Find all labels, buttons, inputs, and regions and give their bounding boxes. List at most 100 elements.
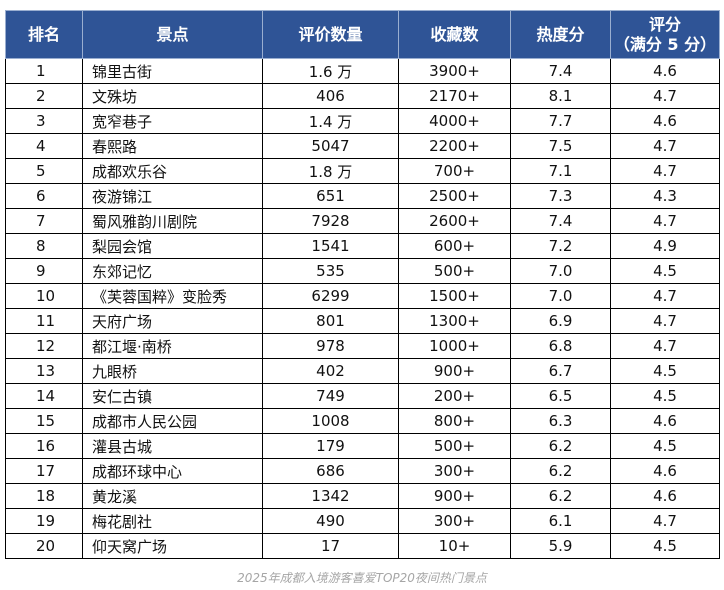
cell-rating: 4.6	[610, 108, 720, 134]
cell-reviews: 5047	[262, 133, 399, 159]
cell-reviews: 1.8 万	[262, 158, 399, 184]
table-row: 8 梨园会馆 1541 600+ 7.2 4.9	[5, 233, 720, 259]
cell-heat: 7.4	[510, 58, 611, 84]
cell-rating: 4.7	[610, 308, 720, 334]
cell-rating: 4.7	[610, 133, 720, 159]
cell-reviews: 801	[262, 308, 399, 334]
cell-favorites: 500+	[398, 258, 511, 284]
cell-favorites: 2500+	[398, 183, 511, 209]
cell-favorites: 800+	[398, 408, 511, 434]
cell-heat: 7.2	[510, 233, 611, 259]
table-row: 20 仰天窝广场 17 10+ 5.9 4.5	[5, 533, 720, 559]
cell-rank: 11	[5, 308, 83, 334]
table-row: 1 锦里古街 1.6 万 3900+ 7.4 4.6	[5, 58, 720, 84]
ranking-table-container: 排名 景点 评价数量 收藏数 热度分 评分 （满分 5 分） 1 锦里古街 1.6 …	[5, 10, 720, 559]
table-row: 5 成都欢乐谷 1.8 万 700+ 7.1 4.7	[5, 158, 720, 184]
cell-name: 文殊坊	[82, 83, 263, 109]
cell-name: 春熙路	[82, 133, 263, 159]
header-reviews: 评价数量	[262, 10, 399, 59]
cell-name: 灌县古城	[82, 433, 263, 459]
table-row: 14 安仁古镇 749 200+ 6.5 4.5	[5, 383, 720, 409]
cell-reviews: 978	[262, 333, 399, 359]
cell-rating: 4.5	[610, 533, 720, 559]
cell-name: 蜀风雅韵川剧院	[82, 208, 263, 234]
cell-rating: 4.5	[610, 383, 720, 409]
cell-name: 宽窄巷子	[82, 108, 263, 134]
cell-rank: 9	[5, 258, 83, 284]
cell-reviews: 1.4 万	[262, 108, 399, 134]
cell-name: 黄龙溪	[82, 483, 263, 509]
cell-heat: 8.1	[510, 83, 611, 109]
cell-name: 仰天窝广场	[82, 533, 263, 559]
cell-rank: 17	[5, 458, 83, 484]
cell-heat: 6.2	[510, 433, 611, 459]
cell-rating: 4.7	[610, 83, 720, 109]
header-rank: 排名	[5, 10, 83, 59]
header-rating-line2: （满分 5 分）	[613, 34, 717, 54]
table-row: 16 灌县古城 179 500+ 6.2 4.5	[5, 433, 720, 459]
cell-rank: 5	[5, 158, 83, 184]
cell-reviews: 7928	[262, 208, 399, 234]
cell-rank: 7	[5, 208, 83, 234]
cell-favorites: 3900+	[398, 58, 511, 84]
cell-heat: 7.3	[510, 183, 611, 209]
cell-favorites: 1300+	[398, 308, 511, 334]
table-row: 15 成都市人民公园 1008 800+ 6.3 4.6	[5, 408, 720, 434]
cell-favorites: 200+	[398, 383, 511, 409]
cell-favorites: 4000+	[398, 108, 511, 134]
cell-rank: 1	[5, 58, 83, 84]
table-row: 18 黄龙溪 1342 900+ 6.2 4.6	[5, 483, 720, 509]
cell-favorites: 2200+	[398, 133, 511, 159]
cell-name: 锦里古街	[82, 58, 263, 84]
cell-favorites: 2600+	[398, 208, 511, 234]
cell-rank: 20	[5, 533, 83, 559]
cell-heat: 6.5	[510, 383, 611, 409]
table-row: 7 蜀风雅韵川剧院 7928 2600+ 7.4 4.7	[5, 208, 720, 234]
cell-reviews: 1342	[262, 483, 399, 509]
cell-rating: 4.7	[610, 208, 720, 234]
cell-name: 梅花剧社	[82, 508, 263, 534]
cell-name: 夜游锦江	[82, 183, 263, 209]
table-row: 4 春熙路 5047 2200+ 7.5 4.7	[5, 133, 720, 159]
cell-rating: 4.6	[610, 483, 720, 509]
table-body: 1 锦里古街 1.6 万 3900+ 7.4 4.6 2 文殊坊 406 2170+ 8.1 4.7 3…	[5, 58, 720, 559]
cell-heat: 7.4	[510, 208, 611, 234]
header-favorites: 收藏数	[398, 10, 511, 59]
cell-reviews: 402	[262, 358, 399, 384]
cell-rating: 4.9	[610, 233, 720, 259]
cell-rating: 4.5	[610, 433, 720, 459]
table-row: 6 夜游锦江 651 2500+ 7.3 4.3	[5, 183, 720, 209]
cell-heat: 6.1	[510, 508, 611, 534]
cell-rank: 2	[5, 83, 83, 109]
cell-heat: 6.2	[510, 458, 611, 484]
cell-heat: 7.5	[510, 133, 611, 159]
cell-rating: 4.6	[610, 58, 720, 84]
cell-rating: 4.6	[610, 408, 720, 434]
cell-rating: 4.7	[610, 508, 720, 534]
cell-name: 九眼桥	[82, 358, 263, 384]
cell-rating: 4.5	[610, 358, 720, 384]
cell-rank: 16	[5, 433, 83, 459]
cell-rating: 4.7	[610, 333, 720, 359]
cell-heat: 7.7	[510, 108, 611, 134]
cell-rank: 15	[5, 408, 83, 434]
cell-rank: 14	[5, 383, 83, 409]
cell-rank: 8	[5, 233, 83, 259]
cell-favorites: 900+	[398, 358, 511, 384]
cell-favorites: 300+	[398, 458, 511, 484]
cell-reviews: 179	[262, 433, 399, 459]
cell-favorites: 1000+	[398, 333, 511, 359]
cell-reviews: 490	[262, 508, 399, 534]
cell-reviews: 686	[262, 458, 399, 484]
cell-name: 都江堰·南桥	[82, 333, 263, 359]
header-rating-line1: 评分	[648, 14, 681, 34]
cell-favorites: 600+	[398, 233, 511, 259]
cell-favorites: 700+	[398, 158, 511, 184]
cell-name: 成都环球中心	[82, 458, 263, 484]
cell-rank: 4	[5, 133, 83, 159]
cell-rating: 4.6	[610, 458, 720, 484]
cell-favorites: 1500+	[398, 283, 511, 309]
cell-heat: 7.1	[510, 158, 611, 184]
cell-rating: 4.7	[610, 283, 720, 309]
cell-rating: 4.7	[610, 158, 720, 184]
